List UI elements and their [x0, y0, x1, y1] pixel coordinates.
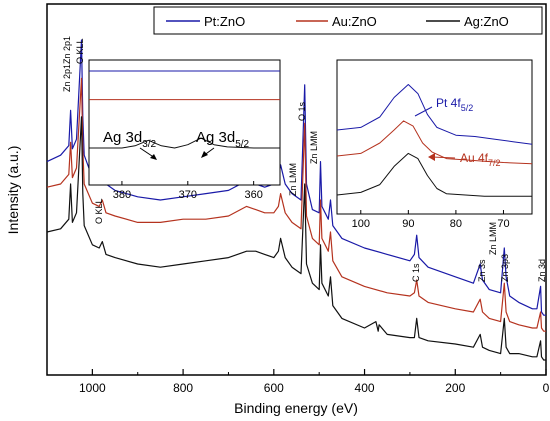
annotation-zn-2p1-a: Zn 2p1	[62, 64, 72, 92]
annotation-zn-lmm-c: Zn LMM	[488, 222, 498, 255]
annotation-c-1s: C 1s	[411, 263, 421, 282]
x-tick-label: 800	[173, 381, 193, 395]
inset-ag-tick-label: 380	[113, 189, 131, 201]
legend: Pt:ZnO Au:ZnO Ag:ZnO	[153, 6, 543, 35]
annotation-zn-3d: Zn 3d	[537, 259, 547, 282]
inset-ag-line-ag-zno	[89, 137, 280, 149]
inset-pt-pointer	[414, 106, 433, 117]
inset-au-arrow	[431, 156, 456, 159]
series-line-ag-zno	[46, 116, 546, 361]
legend-label-ag: Ag:ZnO	[464, 14, 509, 29]
annotation-zn-3p3: Zn 3p3	[500, 254, 510, 282]
legend-box	[153, 6, 543, 35]
inset-ag-3d: 380 370 360 Ag 3d3/2 Ag 3d5/2	[88, 59, 281, 201]
inset-4f-tick-label: 80	[450, 218, 462, 230]
inset-ag-ticks: 380 370 360	[113, 181, 263, 201]
annotation-zn-lmm-a: Zn LMM	[288, 163, 298, 196]
annotation-o-kll-a: O KLL	[75, 38, 85, 64]
annotation-zn-3s: Zn 3s	[477, 259, 487, 282]
legend-label-au: Au:ZnO	[332, 14, 377, 29]
x-tick-label: 0	[543, 381, 550, 395]
annotation-zn-2p1-b: Zn 2p1	[62, 36, 72, 64]
inset-au-label: Au 4f7/2	[460, 151, 501, 168]
legend-label-pt: Pt:ZnO	[204, 14, 245, 29]
inset-ag-arrowhead-3-2	[150, 154, 157, 160]
annotation-o-1s: O 1s	[297, 101, 307, 121]
inset-4f-line-ag-zno	[336, 152, 532, 197]
inset-4f-line-au-zno	[336, 120, 533, 165]
x-tick-label: 600	[264, 381, 284, 395]
inset-4f-series	[336, 84, 533, 197]
inset-4f: 100 90 80 70 Pt 4f5/2 Au 4f7/2	[336, 59, 533, 230]
inset-ag-label-3-2: Ag 3d3/2	[103, 129, 157, 150]
inset-4f-ticks: 100 90 80 70	[352, 210, 510, 230]
annotation-o-kll-b: O KLL	[94, 198, 104, 224]
series-line-au-zno	[46, 77, 546, 332]
peak-annotations: Zn 2p1 Zn 2p1 O KLL O KLL Zn LMM O 1s Zn…	[62, 36, 547, 282]
inset-ag-tick-label: 370	[179, 189, 197, 201]
inset-4f-line-pt-zno	[336, 84, 533, 145]
annotation-zn-lmm-b: Zn LMM	[309, 131, 319, 164]
inset-ag-frame	[88, 59, 281, 186]
inset-4f-frame	[336, 59, 533, 215]
inset-pt-label: Pt 4f5/2	[436, 96, 473, 113]
inset-ag-label-5-2: Ag 3d5/2	[196, 129, 250, 150]
x-tick-label: 200	[445, 381, 465, 395]
x-tick-label: 400	[355, 381, 375, 395]
inset-ag-tick-label: 360	[244, 189, 262, 201]
x-axis-ticks: 1000 800 600 400 200 0	[79, 369, 550, 395]
inset-4f-tick-label: 100	[352, 218, 370, 230]
inset-4f-tick-label: 70	[497, 218, 509, 230]
x-tick-label: 1000	[79, 381, 106, 395]
inset-4f-tick-label: 90	[402, 218, 414, 230]
x-axis-label: Binding energy (eV)	[234, 400, 358, 416]
inset-au-arrowhead	[428, 153, 435, 161]
inset-ag-series	[89, 70, 280, 149]
inset-ag-arrowhead-5-2	[201, 151, 208, 158]
y-axis-label: Intensity (a.u.)	[5, 146, 21, 235]
